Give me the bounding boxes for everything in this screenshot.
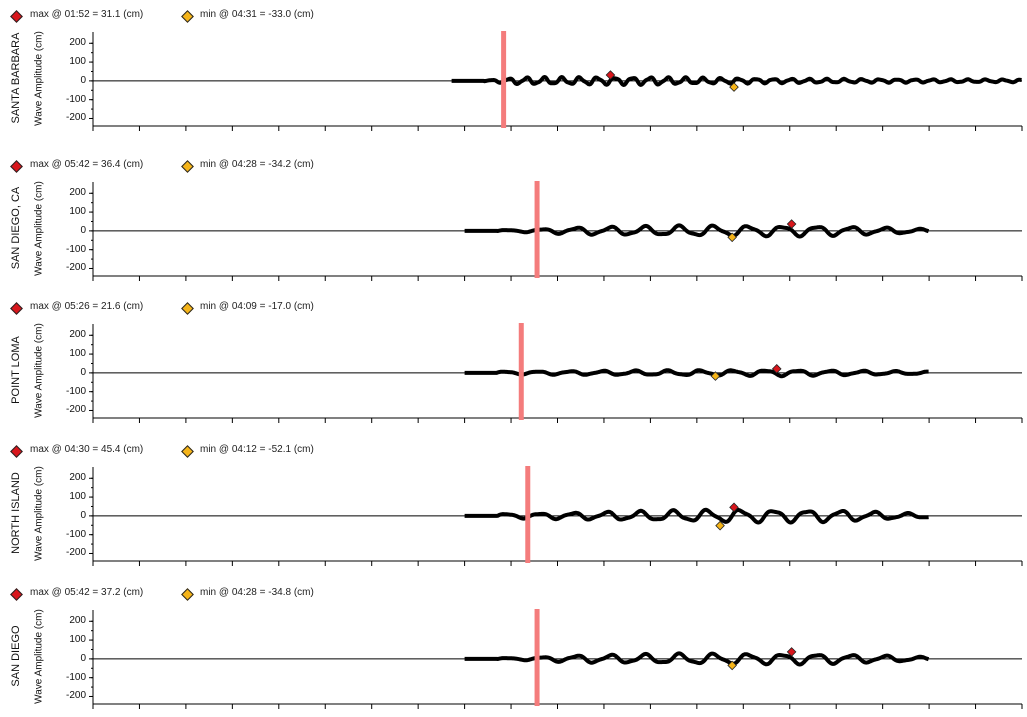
y-tick-label: 0 [80, 652, 86, 664]
station-label: NORTH ISLAND [10, 472, 22, 554]
y-tick-label: -100 [65, 528, 86, 540]
min-label: min @ 04:28 = -34.2 (cm) [200, 159, 314, 170]
station-label: POINT LOMA [10, 336, 22, 404]
y-tick-label: -200 [65, 690, 86, 702]
y-tick-label: -100 [65, 93, 86, 105]
wave-trace [463, 507, 930, 525]
y-tick-label: 0 [80, 366, 86, 378]
y-tick-label: 100 [69, 491, 86, 503]
y-tick-label: 200 [69, 615, 86, 627]
arrival-time-bar [534, 609, 540, 706]
y-tick-label: 200 [69, 187, 86, 199]
y-tick-label: 0 [80, 74, 86, 86]
y-tick-label: 100 [69, 348, 86, 360]
y-tick-label: 200 [69, 472, 86, 484]
wave-trace [463, 368, 930, 379]
max-label: max @ 05:42 = 36.4 (cm) [30, 159, 144, 170]
y-tick-label: 0 [80, 224, 86, 236]
y-tick-label: -100 [65, 243, 86, 255]
max-label: max @ 05:26 = 21.6 (cm) [30, 301, 144, 312]
y-tick-label: -200 [65, 547, 86, 559]
station-label: SANTA BARBARA [10, 32, 22, 124]
y-tick-label: -100 [65, 385, 86, 397]
min-label: min @ 04:12 = -52.1 (cm) [200, 444, 314, 455]
y-tick-label: 100 [69, 206, 86, 218]
station-label: SAN DIEGO, CA [10, 186, 22, 270]
wave-trace [463, 223, 930, 239]
arrival-time-bar [534, 181, 540, 278]
max-label: max @ 01:52 = 31.1 (cm) [30, 9, 144, 20]
y-axis-label: Wave Amplitude (cm) [33, 609, 45, 704]
min-label: min @ 04:31 = -33.0 (cm) [200, 9, 314, 20]
y-tick-label: 100 [69, 56, 86, 68]
y-tick-label: -200 [65, 404, 86, 416]
y-tick-label: -200 [65, 262, 86, 274]
y-tick-label: -200 [65, 112, 86, 124]
min-label: min @ 04:28 = -34.8 (cm) [200, 587, 314, 598]
y-tick-label: 100 [69, 634, 86, 646]
min-point [715, 520, 725, 531]
min-point [710, 371, 721, 381]
y-tick-label: 200 [69, 37, 86, 49]
y-tick-label: -100 [65, 671, 86, 683]
arrival-time-bar [518, 323, 524, 420]
min-point [727, 660, 737, 671]
y-axis-label: Wave Amplitude (cm) [33, 31, 45, 126]
y-tick-label: 200 [69, 329, 86, 341]
arrival-time-bar [501, 31, 507, 128]
max-label: max @ 05:42 = 37.2 (cm) [30, 587, 144, 598]
y-axis-label: Wave Amplitude (cm) [33, 466, 45, 561]
max-point [786, 647, 797, 657]
min-label: min @ 04:09 = -17.0 (cm) [200, 301, 314, 312]
y-tick-label: 0 [80, 509, 86, 521]
max-point [786, 219, 797, 229]
y-axis-label: Wave Amplitude (cm) [33, 181, 45, 276]
max-label: max @ 04:30 = 45.4 (cm) [30, 444, 144, 455]
wave-trace [463, 651, 930, 667]
max-point [605, 70, 616, 80]
wave-trace [450, 75, 1023, 87]
min-point [729, 82, 739, 92]
max-point [771, 364, 782, 374]
station-label: SAN DIEGO [10, 625, 22, 687]
arrival-time-bar [525, 466, 531, 563]
min-point [727, 232, 737, 243]
max-point [729, 502, 739, 513]
y-axis-label: Wave Amplitude (cm) [33, 323, 45, 418]
